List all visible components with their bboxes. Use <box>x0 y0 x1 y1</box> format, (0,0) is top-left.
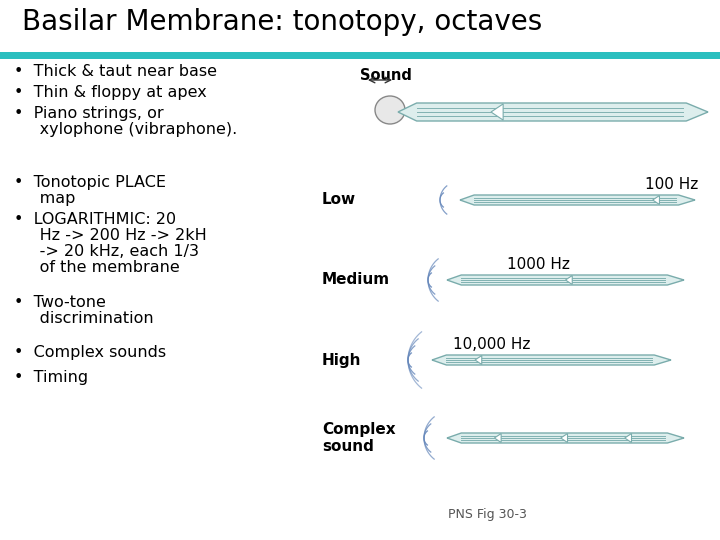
Polygon shape <box>432 355 671 365</box>
Polygon shape <box>447 433 684 443</box>
Text: •  Timing: • Timing <box>14 370 88 385</box>
Text: Medium: Medium <box>322 273 390 287</box>
Polygon shape <box>561 434 567 442</box>
Text: of the membrane: of the membrane <box>14 260 180 275</box>
Text: xylophone (vibraphone).: xylophone (vibraphone). <box>14 122 238 137</box>
Text: •  Thick & taut near base: • Thick & taut near base <box>14 64 217 79</box>
Text: •  Piano strings, or: • Piano strings, or <box>14 106 163 121</box>
Text: 10,000 Hz: 10,000 Hz <box>453 337 530 352</box>
Polygon shape <box>495 434 501 442</box>
Text: discrimination: discrimination <box>14 311 153 326</box>
Polygon shape <box>625 434 631 442</box>
Text: Basilar Membrane: tonotopy, octaves: Basilar Membrane: tonotopy, octaves <box>22 8 542 36</box>
Bar <box>0 52 720 59</box>
Polygon shape <box>398 103 708 121</box>
Polygon shape <box>447 275 684 285</box>
Text: 100 Hz: 100 Hz <box>644 177 698 192</box>
Text: •  Tonotopic PLACE: • Tonotopic PLACE <box>14 175 166 190</box>
Text: Complex
sound: Complex sound <box>322 422 395 454</box>
Text: •  Two-tone: • Two-tone <box>14 295 106 310</box>
Text: 1000 Hz: 1000 Hz <box>507 257 570 272</box>
Polygon shape <box>491 104 503 120</box>
Text: Sound: Sound <box>360 68 412 83</box>
Polygon shape <box>653 195 660 205</box>
Text: •  LOGARITHMIC: 20: • LOGARITHMIC: 20 <box>14 212 176 227</box>
Text: •  Complex sounds: • Complex sounds <box>14 345 166 360</box>
Text: Low: Low <box>322 192 356 207</box>
Text: PNS Fig 30-3: PNS Fig 30-3 <box>448 508 527 521</box>
Text: •  Thin & floppy at apex: • Thin & floppy at apex <box>14 85 207 100</box>
Polygon shape <box>565 275 572 285</box>
Text: High: High <box>322 353 361 368</box>
Polygon shape <box>460 195 695 205</box>
Polygon shape <box>475 355 482 364</box>
Text: -> 20 kHz, each 1/3: -> 20 kHz, each 1/3 <box>14 244 199 259</box>
Text: Hz -> 200 Hz -> 2kH: Hz -> 200 Hz -> 2kH <box>14 228 207 243</box>
Ellipse shape <box>375 96 405 124</box>
Text: map: map <box>14 191 76 206</box>
